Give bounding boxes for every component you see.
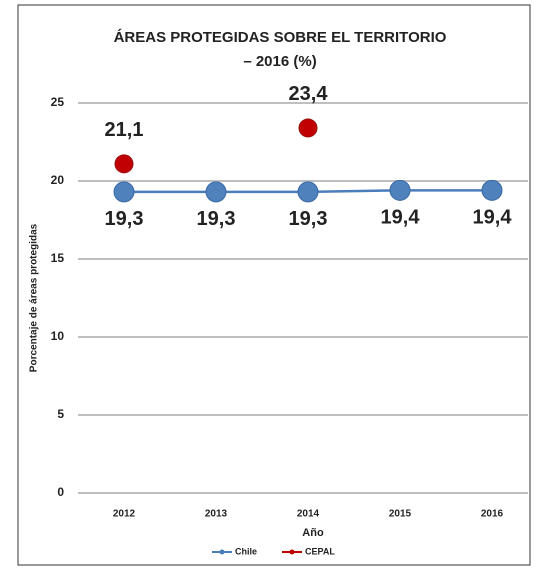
- point: [481, 179, 503, 201]
- data-label: 21,1: [105, 119, 144, 141]
- point: [205, 181, 227, 203]
- legend-label: Chile: [235, 546, 257, 556]
- data-label: 23,4: [289, 83, 329, 105]
- y-tick-label: 25: [51, 95, 65, 109]
- point: [389, 179, 411, 201]
- chart-title: ÁREAS PROTEGIDAS SOBRE EL TERRITORIO: [114, 29, 447, 46]
- data-label: 19,4: [473, 207, 513, 229]
- x-axis-label: Año: [302, 527, 324, 539]
- point: [298, 118, 318, 138]
- y-tick-label: 5: [57, 407, 64, 421]
- chart-frame: [17, 4, 531, 566]
- point: [113, 181, 135, 203]
- y-axis-label: Porcentaje de áreas protegidas: [29, 223, 40, 372]
- data-label: 19,3: [289, 208, 328, 230]
- x-tick-label: 2014: [297, 509, 320, 520]
- legend-label: CEPAL: [305, 546, 335, 556]
- y-tick-label: 10: [51, 329, 65, 343]
- x-tick-label: 2016: [481, 509, 504, 520]
- point: [114, 154, 134, 174]
- y-tick-label: 20: [51, 173, 65, 187]
- chart-title: – 2016 (%): [243, 53, 316, 70]
- y-tick-label: 0: [57, 485, 64, 499]
- point: [297, 181, 319, 203]
- data-label: 19,3: [197, 208, 236, 230]
- x-tick-label: 2015: [389, 509, 412, 520]
- data-label: 19,3: [105, 208, 144, 230]
- legend-marker: [289, 549, 295, 555]
- x-tick-label: 2012: [113, 509, 136, 520]
- legend-marker: [219, 549, 225, 555]
- y-tick-label: 15: [51, 251, 65, 265]
- data-label: 19,4: [381, 207, 421, 229]
- x-tick-label: 2013: [205, 509, 228, 520]
